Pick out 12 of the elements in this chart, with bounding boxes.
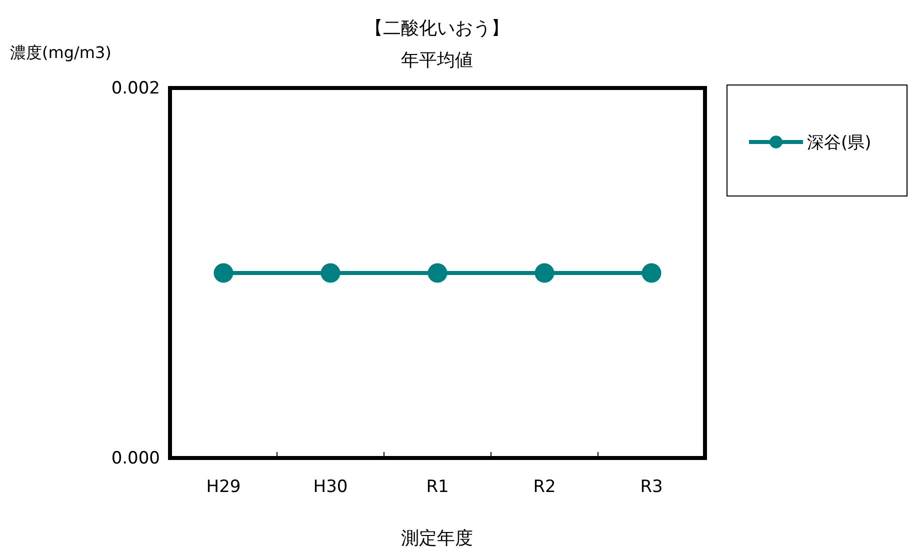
x-tick-label: R1 xyxy=(426,477,449,498)
y-axis-title: 濃度(mg/m3) xyxy=(10,43,112,62)
x-tick-label: R2 xyxy=(533,477,556,498)
chart-title: 【二酸化いおう】 xyxy=(365,18,509,39)
y-tick-label: 0.000 xyxy=(111,448,160,468)
legend-label: 深谷(県) xyxy=(807,133,872,153)
chart-subtitle: 年平均値 xyxy=(401,50,473,71)
x-axis-title: 測定年度 xyxy=(401,528,473,548)
y-tick-label: 0.002 xyxy=(111,78,160,98)
x-tick-label: H29 xyxy=(206,477,241,498)
x-tick-label: H30 xyxy=(313,477,348,498)
x-tick-label: R3 xyxy=(640,477,663,498)
